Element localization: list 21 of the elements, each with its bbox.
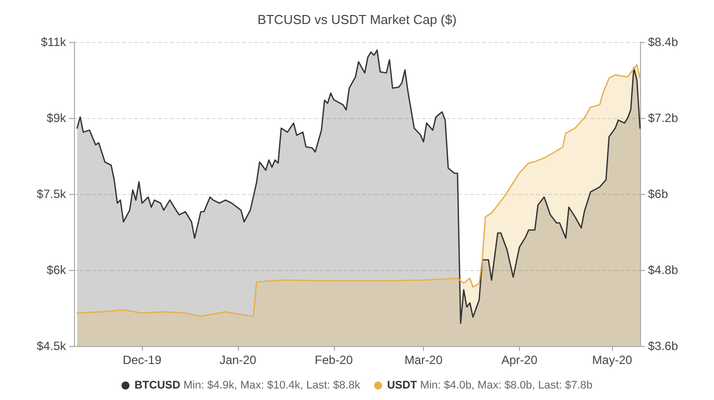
y-tick-label: $7.5k (36, 187, 67, 201)
chart-title: BTCUSD vs USDT Market Cap ($) (257, 12, 457, 27)
text: Min: $4.9k, Max: $10.4k, Last: $8.8k (180, 380, 361, 392)
text: Min: $4.0b, Max: $8.0b, Last: $7.8b (417, 380, 593, 392)
y2-tick-label: $6b (648, 187, 668, 201)
y-tick-label: $11k (40, 35, 67, 49)
y-tick-label: $9k (46, 111, 67, 125)
x-tick-label: Apr-20 (501, 353, 538, 367)
x-tick-label: Jan-20 (220, 353, 257, 367)
y2-tick-label: $3.6b (648, 339, 678, 353)
x-tick-label: May-20 (592, 353, 632, 367)
y2-tick-label: $8.4b (648, 35, 678, 49)
x-tick-label: Mar-20 (404, 353, 443, 367)
y2-tick-label: $7.2b (648, 111, 678, 125)
x-tick-label: Dec-19 (122, 353, 162, 367)
y-tick-label: $6k (46, 263, 67, 277)
legend-label: BTCUSD (134, 380, 180, 392)
y2-tick-label: $4.8b (648, 263, 678, 277)
y-tick-label: $4.5k (36, 339, 67, 353)
legend-label: USDT (387, 380, 418, 392)
x-tick-label: Feb-20 (314, 353, 354, 367)
